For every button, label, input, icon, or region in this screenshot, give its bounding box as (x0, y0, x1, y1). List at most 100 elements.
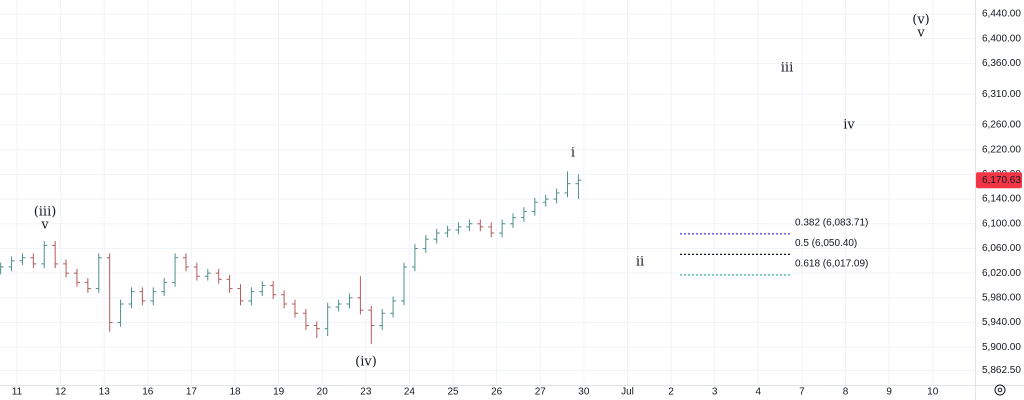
y-tick-label: 6,440.00 (982, 9, 1021, 20)
ohlc-bar (433, 228, 440, 244)
y-tick-label: 6,260.00 (982, 120, 1021, 131)
ohlc-bar (324, 302, 331, 337)
x-tick-label: 16 (142, 387, 154, 398)
ohlc-bar (357, 276, 364, 315)
ohlc-bar (466, 219, 473, 232)
wave-label: (iii) (34, 205, 57, 220)
ohlc-bar (161, 278, 168, 296)
wave-label: v (40, 218, 49, 233)
ohlc-bar (106, 253, 113, 332)
ohlc-bar (41, 241, 48, 269)
ohlc-bar (248, 287, 255, 306)
y-tick-label: 6,310.00 (982, 89, 1021, 100)
y-tick-label: 6,360.00 (982, 58, 1021, 69)
last-price-label: 6,170.63 (982, 175, 1021, 186)
x-tick-label: 7 (799, 387, 805, 398)
settings-icon-center (997, 387, 1003, 393)
y-tick-label: 5,862.50 (982, 365, 1021, 376)
ohlc-bar (52, 241, 59, 269)
ohlc-bar (281, 290, 288, 309)
ohlc-bar (73, 268, 80, 287)
ohlc-bar (477, 219, 484, 232)
x-tick-label: 13 (99, 387, 111, 398)
x-tick-label: 11 (12, 387, 23, 398)
x-tick-label: 10 (927, 387, 939, 398)
y-tick-label: 5,940.00 (982, 317, 1021, 328)
fib-level-label: 0.5 (6,050.40) (795, 238, 857, 249)
wave-label: iii (781, 61, 793, 76)
x-tick-label: 25 (447, 387, 459, 398)
ohlc-bar (226, 274, 233, 293)
wave-label: iv (843, 118, 855, 133)
ohlc-bar (204, 268, 211, 281)
x-tick-label: 27 (535, 387, 547, 398)
fib-level-label: 0.618 (6,017.09) (795, 259, 868, 270)
ohlc-bar (542, 194, 549, 207)
ohlc-bar (302, 308, 309, 330)
ohlc-bar (270, 281, 277, 300)
y-tick-label: 6,060.00 (982, 243, 1021, 254)
ohlc-bar (291, 299, 298, 318)
settings-icon[interactable] (994, 384, 1006, 396)
grid (0, 0, 975, 385)
x-tick-label: 18 (229, 387, 241, 398)
x-tick-label: 3 (712, 387, 718, 398)
ohlc-bar (411, 244, 418, 272)
x-tick-label: 4 (756, 387, 762, 398)
x-tick-label: 24 (404, 387, 416, 398)
last-price-box (976, 172, 1022, 189)
y-tick-label: 6,220.00 (982, 144, 1021, 155)
ohlc-bar (8, 256, 15, 272)
ohlc-bar (335, 299, 342, 312)
ohlc-bar (520, 207, 527, 222)
ohlc-bar (390, 296, 397, 318)
ohlc-bar (499, 219, 506, 238)
wave-label: (v) (912, 13, 930, 28)
y-tick-label: 6,140.00 (982, 194, 1021, 205)
y-tick-label: 5,980.00 (982, 292, 1021, 303)
ohlc-bar (128, 287, 135, 309)
ohlc-bar (346, 293, 353, 309)
ohlc-bar (117, 299, 124, 327)
ohlc-bar (575, 174, 582, 200)
ohlc-bar (564, 171, 571, 198)
settings-button[interactable] (994, 384, 1006, 396)
x-tick-label: 17 (186, 387, 198, 398)
ohlc-bar (553, 188, 560, 204)
fib-level-label: 0.382 (6,083.71) (795, 217, 868, 228)
y-tick-label: 6,400.00 (982, 33, 1021, 44)
ohlc-bar (182, 253, 189, 272)
ohlc-bar (30, 253, 37, 269)
ohlc-bar (400, 262, 407, 306)
x-tick-label: 9 (886, 387, 892, 398)
x-tick-label: 30 (578, 387, 590, 398)
ohlc-bar (84, 278, 91, 293)
wave-label: v (916, 26, 925, 41)
ohlc-bar (95, 253, 102, 293)
ohlc-bar (422, 234, 429, 253)
ohlc-bar (150, 287, 157, 306)
y-tick-label: 6,020.00 (982, 268, 1021, 279)
ohlc-bar (510, 213, 517, 229)
x-tick-label: 12 (55, 387, 67, 398)
ohlc-bar (193, 262, 200, 281)
ohlc-bar (313, 321, 320, 338)
wave-label: ii (636, 255, 644, 270)
ohlc-bar (139, 287, 146, 306)
ohlc-bar (531, 197, 538, 216)
ohlc-bar (172, 253, 179, 287)
x-tick-label: 19 (273, 387, 285, 398)
y-tick-label: 6,100.00 (982, 218, 1021, 229)
wave-label: i (571, 146, 575, 161)
ohlc-bar (444, 225, 451, 238)
x-tick-label: 2 (668, 387, 674, 398)
ohlc-bar (215, 268, 222, 284)
x-tick-label: 26 (491, 387, 503, 398)
y-tick-label: 5,900.00 (982, 342, 1021, 353)
ohlc-bar (368, 305, 375, 345)
ohlc-bar (379, 308, 386, 330)
ohlc-bar (237, 284, 244, 306)
ohlc-bar (455, 222, 462, 235)
